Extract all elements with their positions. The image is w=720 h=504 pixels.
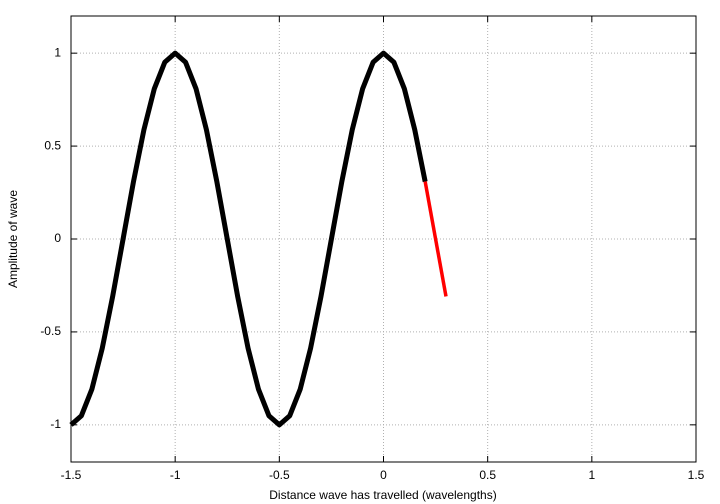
- y-tick-label: -1: [50, 417, 61, 431]
- wave-line: [69, 50, 428, 428]
- x-tick-label: 1.5: [688, 468, 705, 482]
- x-tick-label: -0.5: [269, 468, 290, 482]
- y-tick-label: -0.5: [40, 324, 61, 338]
- x-tick-label: 0.5: [479, 468, 496, 482]
- x-axis-label: Distance wave has travelled (wavelengths…: [269, 488, 496, 502]
- y-tick-label: 1: [54, 45, 61, 59]
- y-tick-label: 0.5: [44, 138, 61, 152]
- plot-frame: [70, 15, 697, 463]
- x-tick-label: -1: [170, 468, 181, 482]
- x-tick-label: 1: [588, 468, 595, 482]
- x-tick-label: 0: [380, 468, 387, 482]
- y-axis-label: Amplitude of wave: [6, 190, 20, 288]
- y-tick-label: 0: [54, 231, 61, 245]
- x-tick-label: -1.5: [61, 468, 82, 482]
- wave-line: [423, 181, 448, 297]
